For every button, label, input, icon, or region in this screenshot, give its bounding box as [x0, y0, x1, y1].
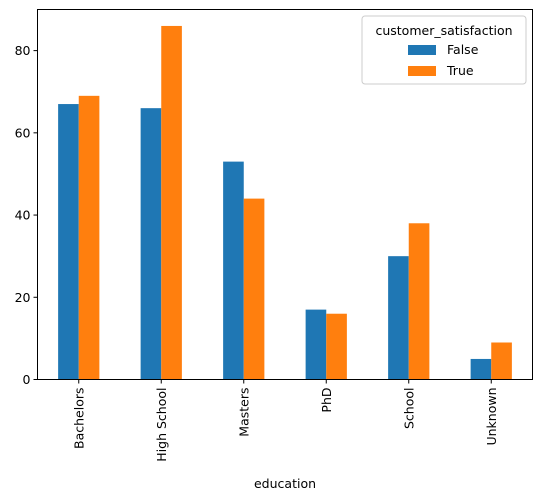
x-tick-label-masters: Masters [236, 388, 251, 437]
bar-unknown-true [491, 342, 512, 380]
bar-bachelors-false [58, 104, 79, 380]
bar-school-false [388, 256, 409, 380]
y-tick-label: 40 [15, 208, 31, 223]
legend-title: customer_satisfaction [375, 23, 512, 38]
bar-masters-false [223, 161, 244, 380]
bar-school-true [408, 223, 430, 380]
y-axis-ticks: 0 20 40 60 80 [15, 43, 38, 387]
legend-label-false: False [447, 42, 479, 57]
y-tick-label: 20 [15, 290, 31, 305]
legend-box [361, 15, 527, 85]
x-axis-label: education [254, 476, 316, 491]
x-tick-label-bachelors: Bachelors [71, 388, 86, 450]
x-axis-ticks: Bachelors High School Masters PhD School Unkn… [71, 379, 499, 462]
bar-bachelors-true [78, 95, 100, 380]
x-tick-label-school: School [401, 388, 416, 430]
legend-swatch-false [408, 45, 436, 55]
bar-phd-false [305, 309, 327, 380]
bar-phd-true [326, 313, 347, 380]
legend-swatch-true [408, 66, 436, 76]
y-tick-label: 0 [23, 372, 31, 387]
plot-frame [37, 9, 533, 380]
bar-unknown-false [470, 358, 492, 380]
legend-label-true: True [446, 63, 474, 78]
bar-high-school-false [140, 108, 162, 380]
x-tick-label-unknown: Unknown [484, 388, 499, 446]
x-tick-label-phd: PhD [319, 388, 334, 413]
legend: customer_satisfaction False True [361, 15, 527, 85]
bar-masters-true [243, 198, 265, 380]
x-tick-label-high-school: High School [154, 388, 169, 462]
y-tick-label: 80 [15, 43, 31, 58]
bars-group [58, 25, 512, 380]
bar-high-school-true [161, 25, 182, 380]
y-tick-label: 60 [15, 125, 31, 140]
